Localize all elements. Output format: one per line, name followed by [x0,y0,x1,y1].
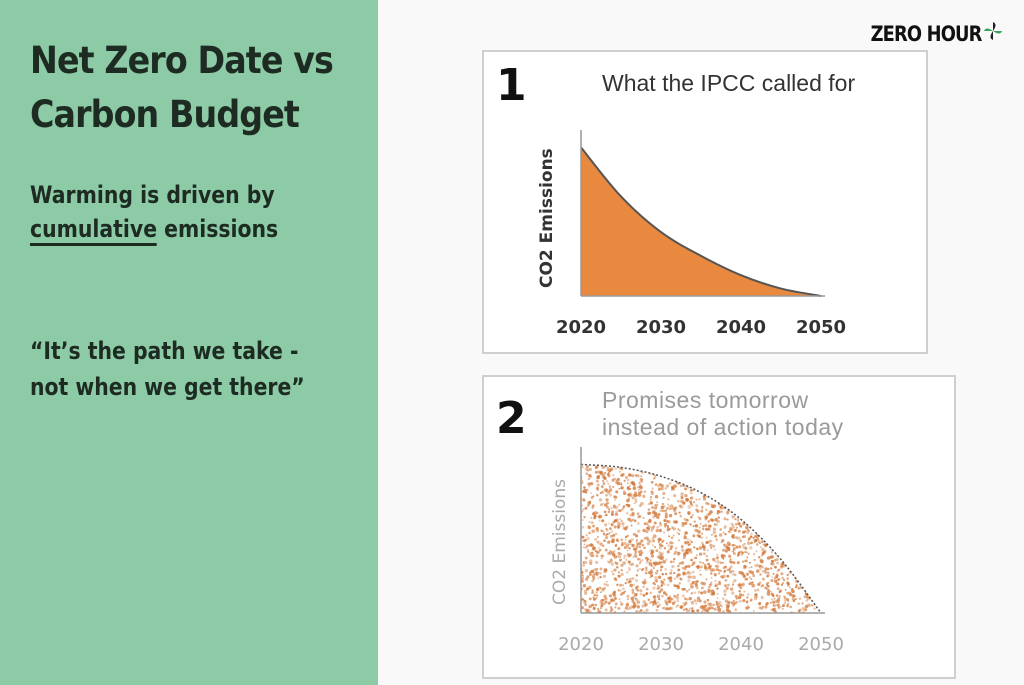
chart-1-xtick-2020: 2020 [555,317,607,338]
quote-line2: not when we get there” [30,373,305,401]
chart-2-title: Promises tomorrow instead of action toda… [602,387,844,441]
slide-quote: “It’s the path we take - not when we get… [30,333,305,405]
chart-2-series-line [580,463,822,614]
left-panel: Net Zero Date vs Carbon Budget Warming i… [0,0,378,685]
subtitle-rest: emissions [157,215,279,243]
logo-text: ZERO HOUR [871,21,983,46]
chart-1-panel: 1 What the IPCC called for CO2 Emissions… [482,50,928,354]
subtitle-line2: cumulative emissions [30,212,278,246]
chart-1-number: 1 [496,60,527,111]
chart-2-xtick-2050: 2050 [798,634,844,655]
chart-2-title-line2: instead of action today [602,414,844,440]
chart-1-xtick-2030: 2030 [635,317,687,338]
chart-2-title-line1: Promises tomorrow [602,387,809,413]
chart-1-area [581,147,821,296]
chart-1-plot [580,130,825,297]
chart-2-number: 2 [496,393,527,444]
pinwheel-icon [982,20,1004,47]
chart-1-xtick-2050: 2050 [795,317,847,338]
chart-2-plot [580,447,825,614]
chart-1-series-line [580,146,822,297]
subtitle-line1: Warming is driven by [30,181,275,209]
chart-2-xtick-2040: 2040 [718,634,764,655]
logo: ZERO HOUR [851,20,1004,47]
chart-1-xtick-2040: 2040 [715,317,767,338]
subtitle-underlined-word: cumulative [30,215,158,246]
quote-line1: “It’s the path we take - [30,337,299,365]
chart-1-title: What the IPCC called for [602,70,856,96]
chart-2-panel: 2 Promises tomorrow instead of action to… [482,375,956,679]
chart-2-area [581,464,821,613]
chart-2-xtick-2020: 2020 [558,634,604,655]
slide-subtitle: Warming is driven by cumulative emission… [30,178,278,246]
chart-2-xtick-2030: 2030 [638,634,684,655]
slide-title: Net Zero Date vs Carbon Budget [30,39,334,136]
